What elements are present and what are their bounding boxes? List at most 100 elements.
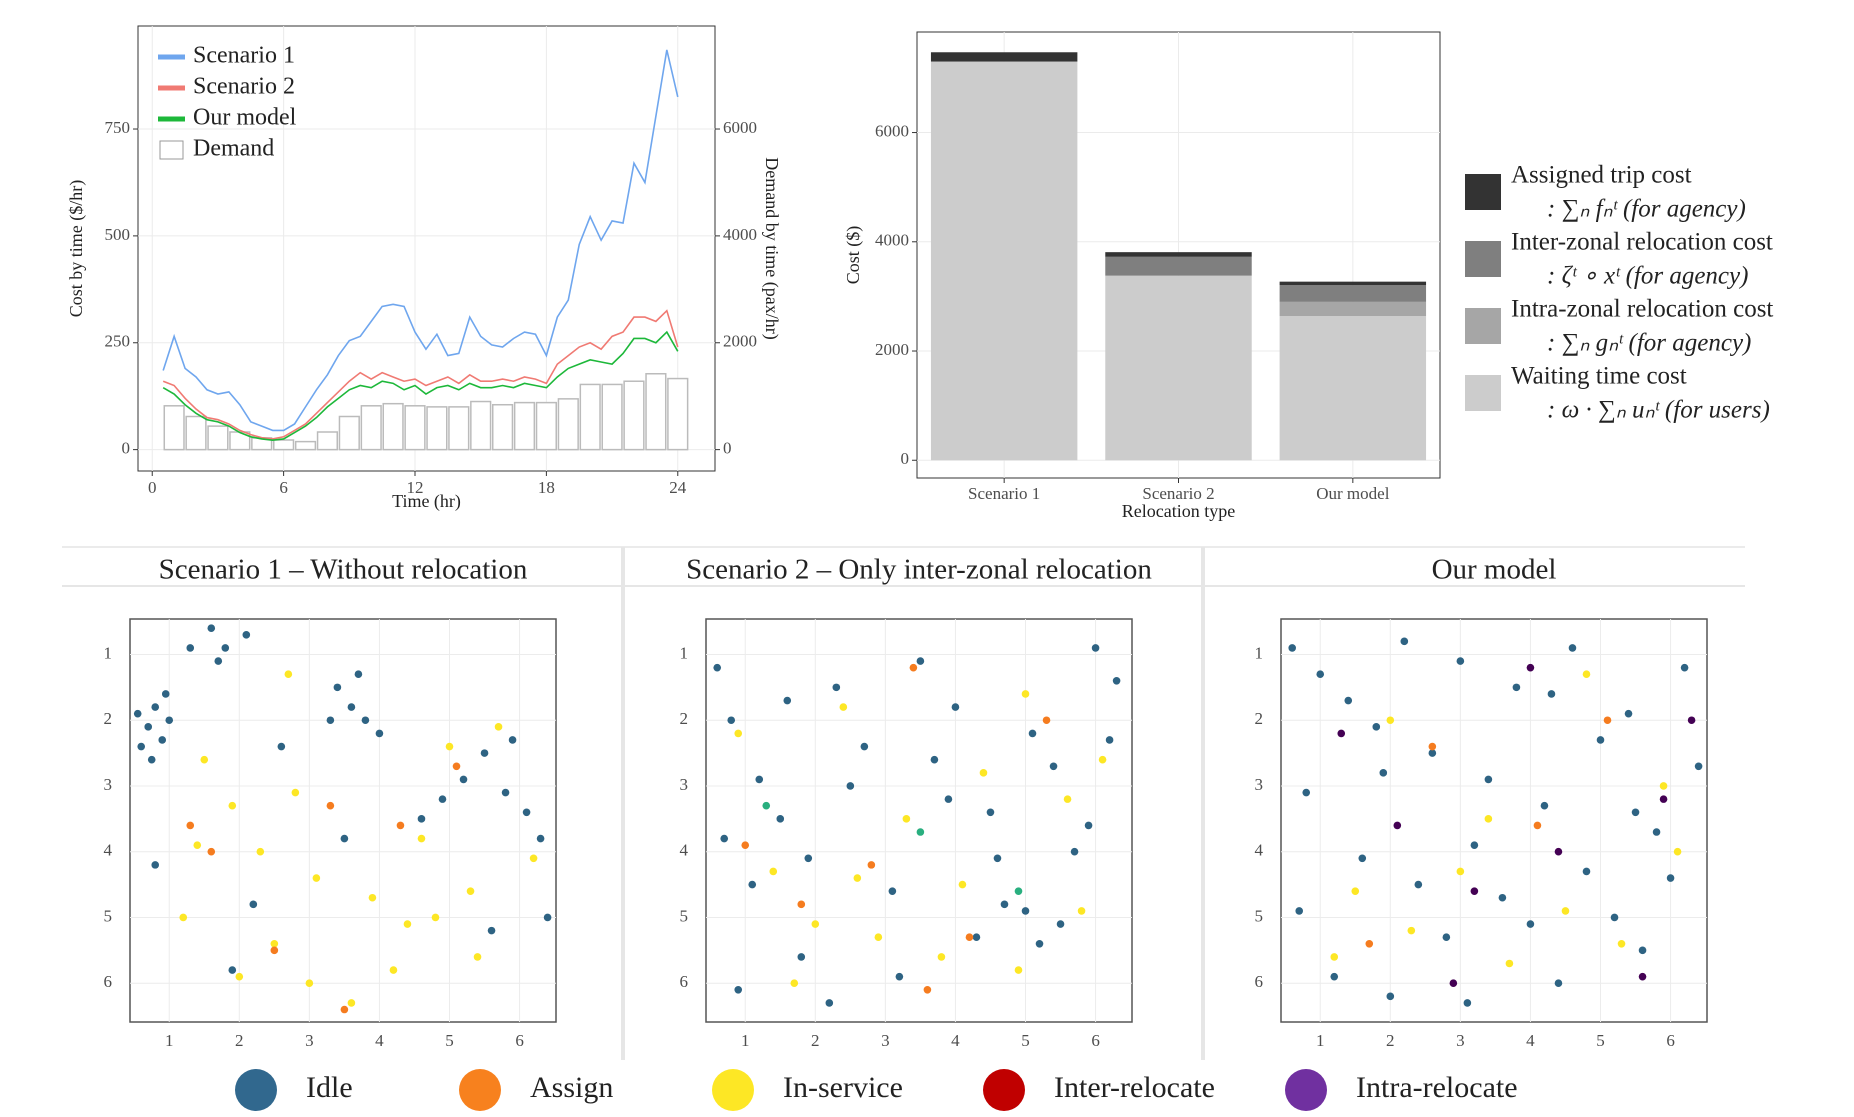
vehicle-point bbox=[1014, 887, 1023, 895]
y2-tick-label: 2000 bbox=[723, 332, 757, 351]
vehicle-point bbox=[1456, 657, 1465, 665]
bar-segment bbox=[1105, 252, 1252, 257]
vehicle-point bbox=[151, 703, 160, 711]
vehicle-point bbox=[480, 749, 489, 757]
vehicle-point bbox=[1638, 946, 1647, 955]
vehicle-point bbox=[389, 966, 398, 974]
legend-label: Scenario 1 bbox=[193, 43, 295, 69]
legend-swatch bbox=[1465, 241, 1501, 277]
x-tick-label: 3 bbox=[305, 1031, 314, 1050]
vehicle-point bbox=[144, 723, 153, 731]
x-tick-label: 1 bbox=[1316, 1031, 1325, 1050]
vehicle-point bbox=[1428, 749, 1437, 757]
demand-bar bbox=[273, 439, 295, 451]
vehicle-point bbox=[958, 880, 967, 889]
y-tick-label: 250 bbox=[105, 332, 131, 351]
vehicle-point bbox=[825, 999, 834, 1007]
vehicle-point bbox=[270, 946, 279, 955]
demand-bar bbox=[207, 425, 229, 451]
x-tick-label: 3 bbox=[1456, 1031, 1465, 1050]
demand-bar bbox=[360, 405, 382, 451]
legend-swatch bbox=[983, 1069, 1025, 1111]
vehicle-point bbox=[1582, 867, 1591, 876]
y-tick-label: 1 bbox=[1255, 643, 1264, 662]
demand-bar bbox=[470, 400, 492, 451]
vehicle-point bbox=[228, 966, 237, 974]
vehicle-point bbox=[1021, 690, 1030, 698]
y-tick-label: 2000 bbox=[875, 340, 909, 359]
vehicle-point bbox=[529, 854, 538, 863]
vehicle-point bbox=[1484, 815, 1493, 823]
vehicle-point bbox=[242, 630, 251, 639]
bar-segment bbox=[930, 61, 1078, 461]
x-tick-label: 2 bbox=[1386, 1031, 1395, 1050]
vehicle-point bbox=[1302, 788, 1311, 797]
vehicle-point bbox=[755, 775, 764, 784]
panel-title: Scenario 1 – Without relocation bbox=[159, 554, 528, 586]
vehicle-point bbox=[431, 913, 440, 922]
vehicle-point bbox=[165, 716, 174, 725]
vehicle-point bbox=[340, 834, 349, 843]
y-tick-label: 5 bbox=[104, 906, 113, 925]
vehicle-point bbox=[1484, 775, 1493, 784]
legend-description: : ∑ₙ gₙᵗ (for agency) bbox=[1547, 330, 1751, 357]
plot-frame bbox=[129, 618, 557, 1023]
x-tick-label: 18 bbox=[538, 478, 555, 497]
legend-label: Intra-zonal relocation cost bbox=[1511, 296, 1773, 323]
demand-bar bbox=[623, 380, 645, 451]
vehicle-point bbox=[326, 716, 335, 725]
demand-bar bbox=[667, 377, 689, 451]
vehicle-point bbox=[445, 742, 454, 751]
vehicle-point bbox=[979, 769, 988, 777]
y-tick-label: 5 bbox=[680, 906, 689, 925]
legend-label: Assign bbox=[530, 1071, 613, 1104]
vehicle-point bbox=[186, 644, 195, 652]
y-tick-label: 0 bbox=[122, 439, 131, 458]
vehicle-point bbox=[1386, 992, 1395, 1001]
vehicle-point bbox=[923, 985, 932, 994]
legend-label: Assigned trip cost bbox=[1511, 162, 1692, 189]
vehicle-point bbox=[909, 663, 918, 672]
x-tick-label: 6 bbox=[515, 1031, 524, 1050]
vehicle-point bbox=[1498, 893, 1507, 902]
demand-bar bbox=[513, 401, 536, 451]
vehicle-point bbox=[1638, 972, 1647, 981]
y2-axis-title: Demand by time (pax/hr) bbox=[761, 157, 782, 339]
legend-label: Scenario 2 bbox=[193, 74, 295, 100]
vehicle-point bbox=[193, 841, 202, 849]
vehicle-point bbox=[1330, 953, 1339, 961]
vehicle-point bbox=[846, 782, 855, 790]
vehicle-point bbox=[1505, 959, 1514, 968]
vehicle-point bbox=[1084, 821, 1093, 830]
vehicle-point bbox=[438, 795, 447, 803]
vehicle-point bbox=[207, 624, 216, 633]
vehicle-point bbox=[1610, 913, 1619, 922]
demand-bar bbox=[426, 406, 448, 451]
vehicle-point bbox=[466, 887, 475, 895]
bar-segment bbox=[1279, 301, 1427, 317]
y2-tick-label: 6000 bbox=[723, 118, 757, 137]
vehicle-point bbox=[811, 920, 820, 928]
legend-swatch bbox=[1465, 375, 1501, 411]
vehicle-point bbox=[151, 861, 160, 869]
x-axis-title: Time (hr) bbox=[392, 491, 461, 512]
legend-description: : ω · ∑ₙ uₙᵗ (for users) bbox=[1547, 397, 1770, 424]
vehicle-point bbox=[1379, 769, 1388, 777]
vehicle-point bbox=[1063, 795, 1072, 803]
vehicle-point bbox=[1442, 933, 1451, 941]
vehicle-point bbox=[734, 985, 743, 994]
y2-tick-label: 4000 bbox=[723, 225, 757, 244]
vehicle-point bbox=[326, 801, 335, 810]
plot-frame bbox=[1280, 618, 1708, 1023]
vehicle-point bbox=[1288, 644, 1297, 652]
y-tick-label: 4 bbox=[680, 841, 689, 860]
vehicle-point bbox=[508, 736, 517, 744]
vehicle-point bbox=[790, 979, 799, 988]
vehicle-point bbox=[1407, 926, 1416, 935]
x-tick-label: 2 bbox=[811, 1031, 820, 1050]
legend-label: Inter-zonal relocation cost bbox=[1511, 229, 1773, 256]
vehicle-point bbox=[1021, 907, 1030, 915]
demand-bar bbox=[338, 415, 360, 451]
vehicle-point bbox=[1659, 782, 1668, 790]
vehicle-point bbox=[1526, 663, 1535, 672]
